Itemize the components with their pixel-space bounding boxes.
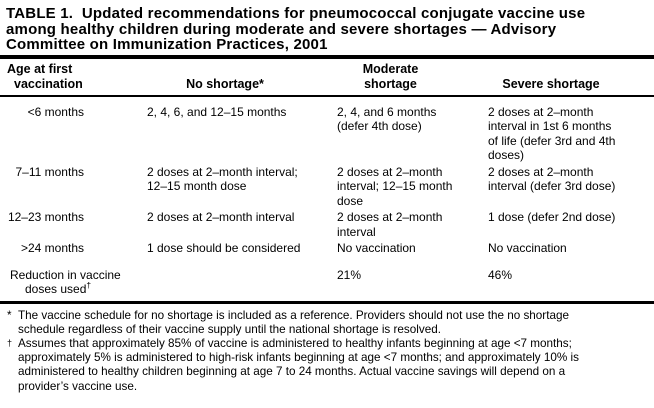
age-cell: 12–23 months [7,210,84,224]
title-divider [0,54,654,59]
age-cell: 7–11 months [15,164,85,179]
reduction-label-text: doses used [25,282,87,296]
reduction-label-line1: Reduction in vaccine [10,267,121,282]
column-header-moderate-shortage: Moderate shortage [337,58,488,97]
reduction-label-cell: Reduction in vaccine doses used† [0,256,337,301]
table-row-over-24-months: >24 months 1 dose should be considered N… [0,239,654,256]
no-shortage-cell: 2 doses at 2–month interval [147,210,295,224]
table-row-reduction-summary: Reduction in vaccine doses used† 21% 46% [0,256,654,301]
footnote-dagger-text: Assumes that approximately 85% of vaccin… [18,336,579,393]
moderate-shortage-cell: No vaccination [337,241,416,255]
no-shortage-cell: 2 doses at 2–month interval; 12–15 month… [147,164,298,194]
column-header-age: Age at first vaccination [0,58,147,97]
dagger-reference-mark: † [86,280,92,290]
moderate-shortage-cell: 2 doses at 2–month interval [337,210,443,239]
age-cell: <6 months [27,104,84,119]
column-header-no-shortage: No shortage* [147,58,337,97]
column-header-age-line1: Age at first [7,61,73,76]
footnote-asterisk-text: The vaccine schedule for no shortage is … [18,308,569,336]
footnote-asterisk: * The vaccine schedule for no shortage i… [0,309,654,337]
severe-shortage-cell: 2 doses at 2–month interval (defer 3rd d… [488,164,616,194]
footnote-dagger: † Assumes that approximately 85% of vacc… [0,337,654,394]
table-title: TABLE 1. Updated recommendations for pne… [6,5,586,53]
moderate-shortage-reduction-value: 21% [337,267,362,282]
header-row: Age at first vaccination No shortage* Mo… [0,58,654,97]
age-cell: >24 months [20,241,84,255]
vaccine-schedule-table: Age at first vaccination No shortage* Mo… [0,58,654,301]
no-shortage-cell: 1 dose should be considered [147,241,301,255]
dagger-marker: † [7,337,13,348]
severe-shortage-cell: 1 dose (defer 2nd dose) [488,210,616,224]
table-row-7-11-months: 7–11 months 2 doses at 2–month interval;… [0,163,654,209]
moderate-shortage-cell: 2 doses at 2–month interval; 12–15 month… [337,164,453,208]
column-header-age-line2: vaccination [14,76,83,91]
moderate-shortage-cell: 2, 4, and 6 months (defer 4th dose) [337,104,437,134]
table-bottom-divider [0,300,654,304]
footnotes-section: * The vaccine schedule for no shortage i… [0,309,654,394]
reduction-label-line2: doses used† [10,280,331,297]
table-row-under-6-months: <6 months 2, 4, 6, and 12–15 months 2, 4… [0,96,654,163]
severe-shortage-reduction-value: 46% [488,267,513,282]
asterisk-marker: * [7,308,12,322]
severe-shortage-cell: 2 doses at 2–month interval in 1st 6 mon… [488,104,616,163]
table-row-12-23-months: 12–23 months 2 doses at 2–month interval… [0,208,654,239]
no-shortage-cell: 2, 4, 6, and 12–15 months [147,104,287,119]
column-header-severe-shortage: Severe shortage [488,58,654,97]
severe-shortage-cell: No vaccination [488,241,567,255]
